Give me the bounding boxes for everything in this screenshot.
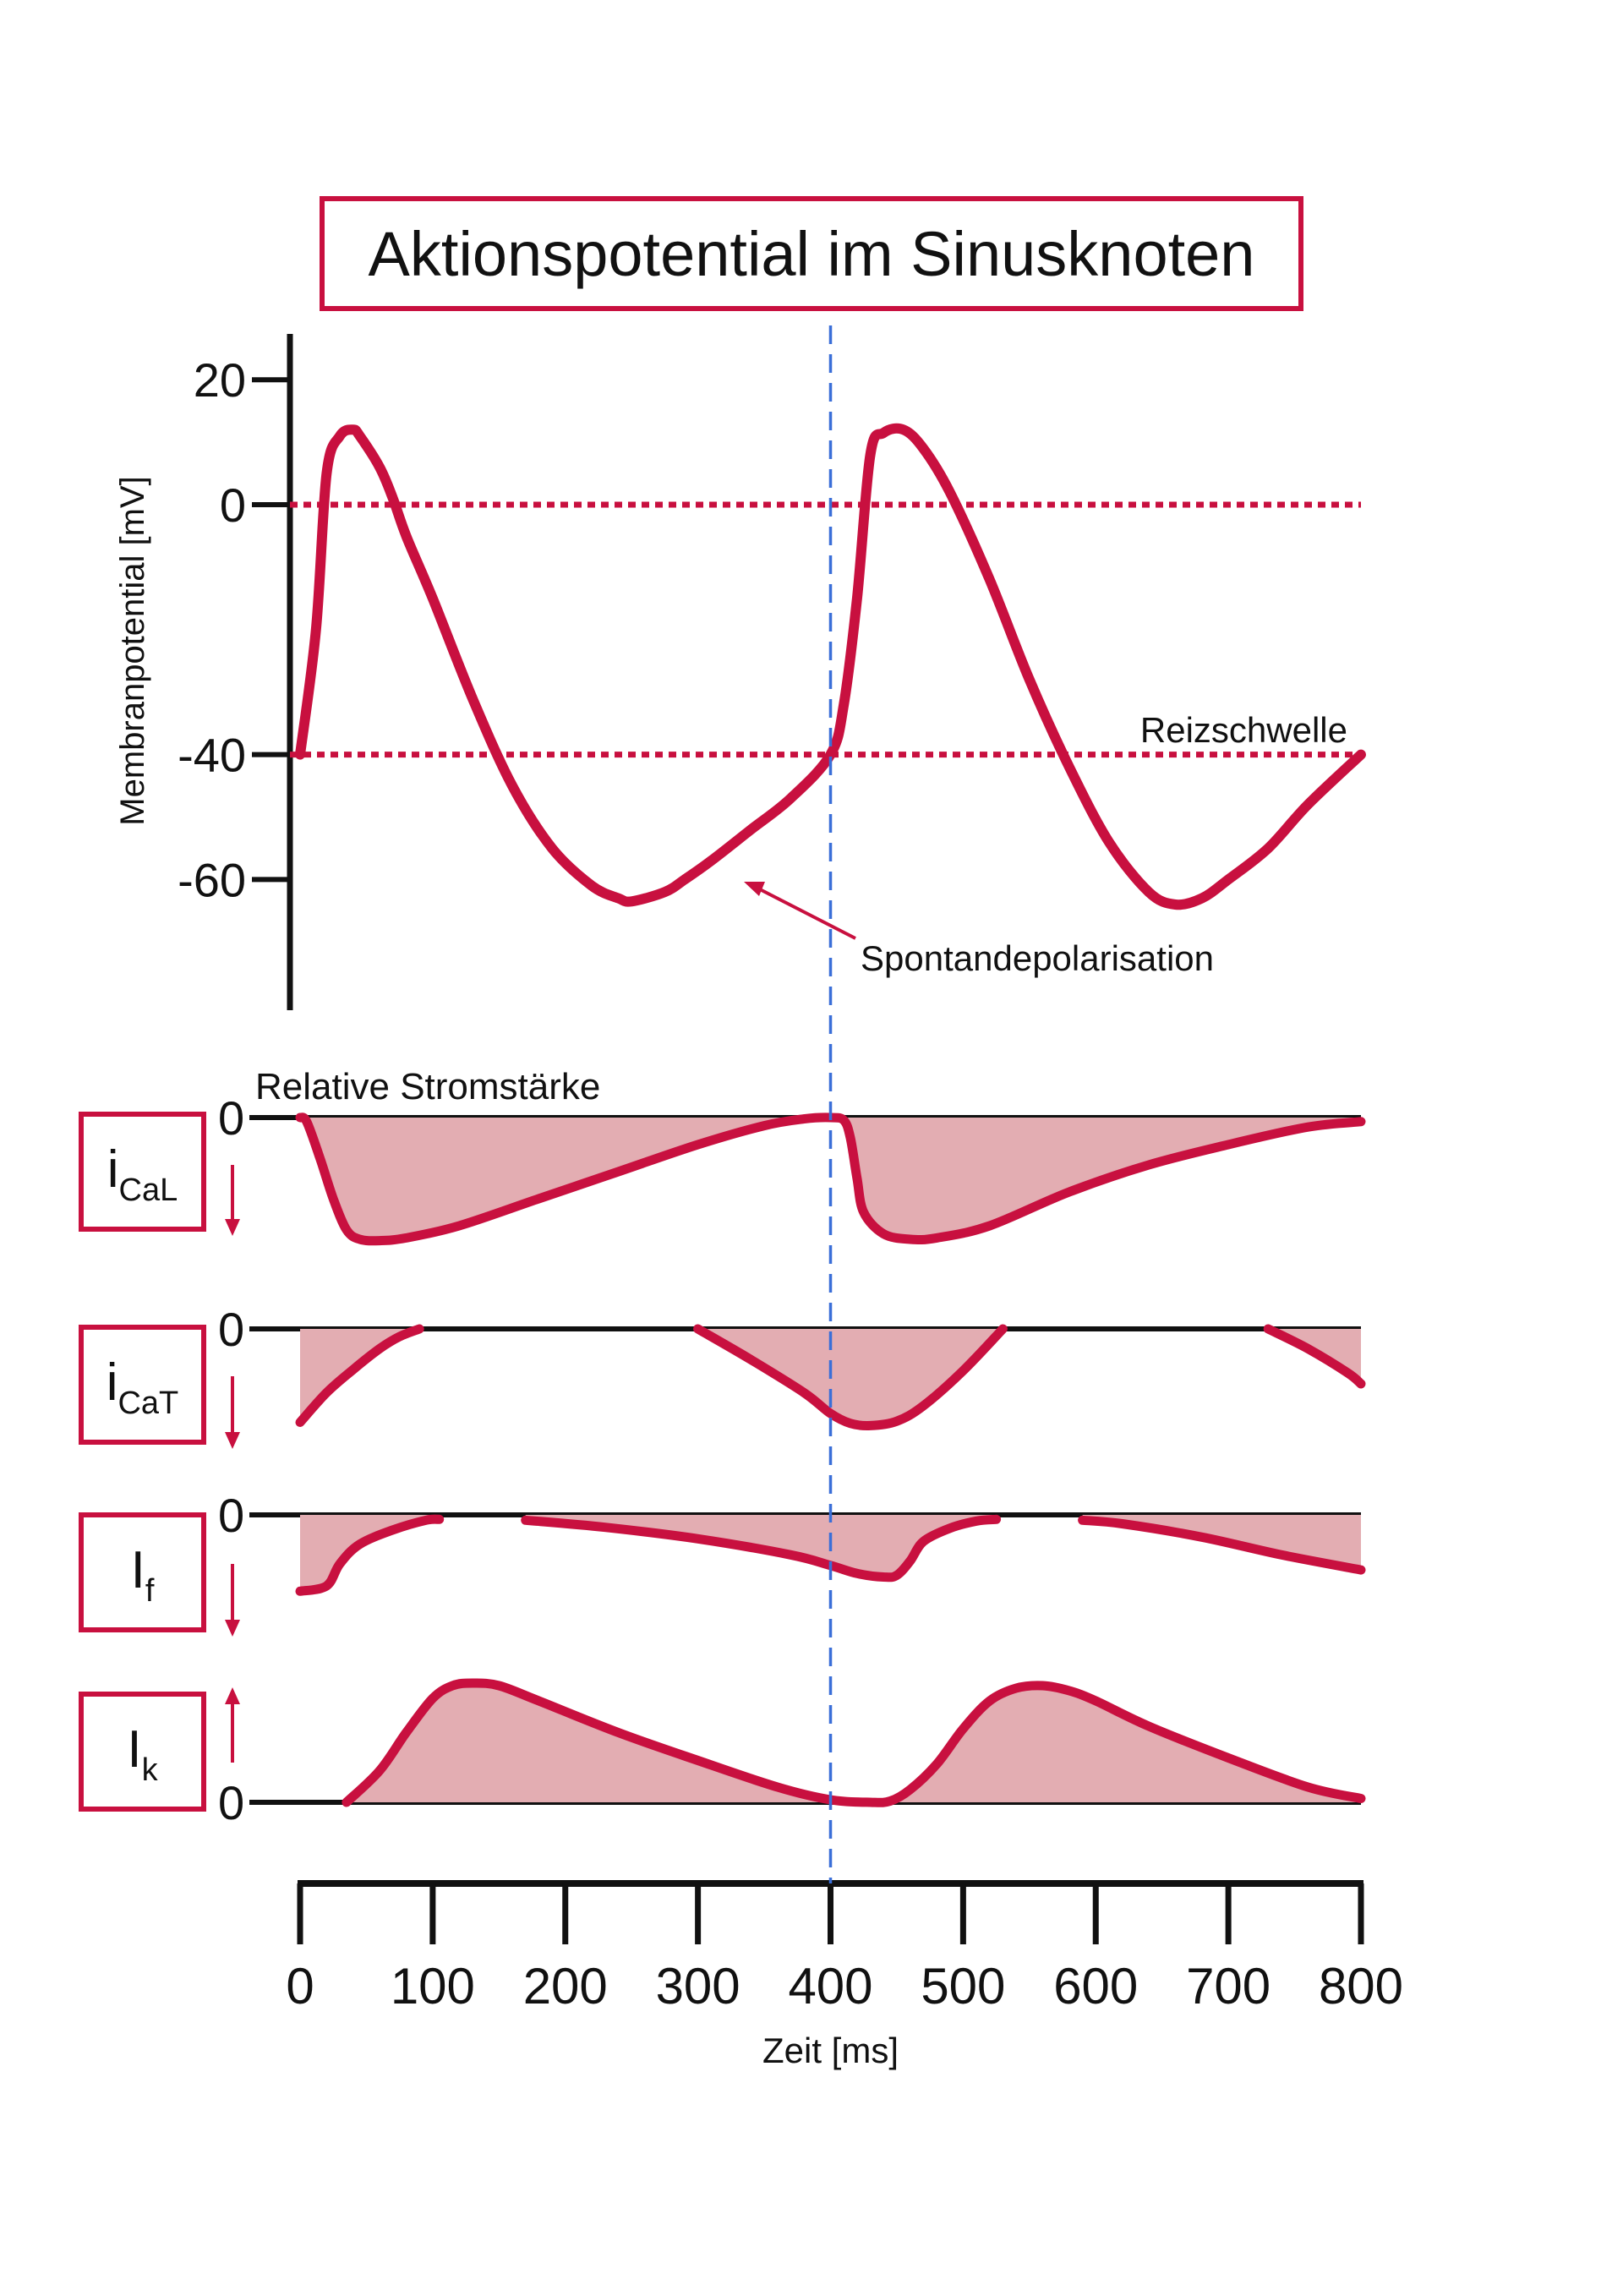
current-label-If: If [131, 1541, 155, 1609]
chart-title: Aktionspotential im Sinusknoten [320, 196, 1303, 311]
current-label-iCaT: iCaT [107, 1353, 179, 1421]
x-tick-label: 800 [1319, 1958, 1403, 2014]
x-tick-label: 300 [656, 1958, 740, 2014]
current-label-sub: CaL [119, 1173, 178, 1208]
current-curve-iCaT [295, 1324, 424, 1427]
current-curve-iCaL [295, 1112, 1366, 1246]
current-curve-If [295, 1514, 445, 1596]
x-tick-label: 700 [1186, 1958, 1271, 2014]
current-fill-Ik [346, 1682, 1361, 1803]
x-tick-label: 400 [788, 1958, 872, 2014]
current-label-main: I [131, 1541, 145, 1599]
y-tick-label: 20 [194, 353, 246, 407]
current-label-iCaL: iCaL [107, 1140, 178, 1208]
current-panel-label: Relative Stromstärke [255, 1066, 600, 1107]
y-tick-label: -40 [178, 729, 246, 782]
zero-label: 0 [218, 1091, 244, 1145]
annotation-arrow-line [756, 886, 856, 940]
current-label-sub: CaT [117, 1386, 178, 1421]
current-label-box [79, 1512, 206, 1632]
current-label-main: i [107, 1140, 119, 1199]
current-label-main: I [127, 1720, 141, 1779]
current-label-sub: f [145, 1573, 155, 1609]
x-tick-label: 500 [921, 1958, 1005, 2014]
threshold-label: Reizschwelle [1140, 710, 1347, 750]
zero-label: 0 [218, 1489, 244, 1542]
membrane-potential-curve [295, 423, 1366, 910]
current-label-box [79, 1692, 206, 1812]
direction-arrowhead-down [225, 1219, 240, 1236]
x-tick-label: 100 [391, 1958, 475, 2014]
annotation-arrowhead [744, 882, 765, 896]
direction-arrowhead-down [225, 1432, 240, 1449]
direction-arrowhead-up [225, 1687, 240, 1704]
direction-arrowhead-down [225, 1620, 240, 1637]
current-fill-iCaT [1268, 1329, 1361, 1384]
y-tick-label: -60 [178, 853, 246, 906]
zero-label: 0 [218, 1776, 244, 1829]
zero-label: 0 [218, 1303, 244, 1356]
current-curve-iCaT [693, 1324, 1008, 1431]
current-label-box [79, 1112, 206, 1232]
current-curve-If [521, 1514, 1002, 1583]
current-label-Ik: Ik [127, 1720, 158, 1788]
x-axis-label: Zeit [ms] [762, 2031, 899, 2070]
y-tick-label: 0 [220, 478, 246, 532]
y-axis-label: Membranpotential [mV] [114, 476, 151, 826]
current-curve-iCaT [1263, 1324, 1366, 1389]
current-fill-iCaT [300, 1329, 420, 1423]
current-label-sub: k [142, 1752, 159, 1788]
x-tick-label: 600 [1053, 1958, 1138, 2014]
current-curve-If [1078, 1515, 1366, 1575]
current-curve-Ik [342, 1678, 1366, 1807]
x-tick-label: 200 [523, 1958, 608, 2014]
annotation-label: Spontandepolarisation [861, 938, 1214, 978]
current-fill-iCaL [300, 1117, 1361, 1241]
current-label-box [79, 1325, 206, 1445]
current-label-main: i [107, 1353, 118, 1412]
x-tick-label: 0 [286, 1958, 314, 2014]
